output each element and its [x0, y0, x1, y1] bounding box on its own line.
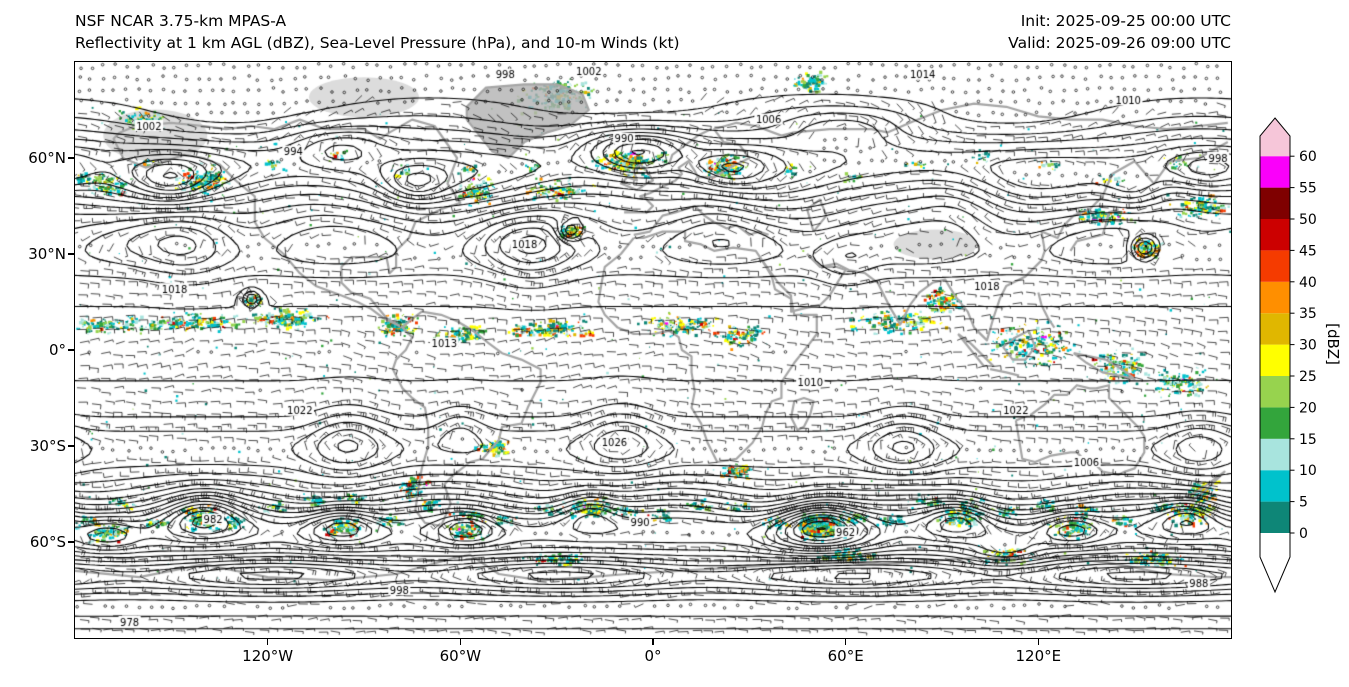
colorbar-segment — [1260, 438, 1290, 471]
colorbar-segment — [1260, 313, 1290, 345]
colorbar-tick-label: 25 — [1299, 369, 1317, 385]
lon-axis-tickmark — [266, 639, 269, 645]
lon-tick-label: 0° — [644, 647, 662, 665]
title-block: NSF NCAR 3.75-km MPAS-A Reflectivity at … — [75, 10, 680, 54]
lat-axis-tickmark — [68, 349, 74, 351]
lat-tick-label: 60°S — [29, 533, 66, 551]
colorbar-over-segment — [1260, 136, 1290, 157]
lon-axis-tickmark — [459, 639, 462, 645]
lat-axis-tickmark — [68, 157, 74, 159]
colorbar-segment — [1260, 501, 1290, 533]
colorbar-tick-label: 60 — [1299, 149, 1317, 165]
colorbar-tick-label: 0 — [1299, 526, 1308, 542]
colorbar-tick-label: 15 — [1299, 432, 1317, 448]
colorbar-segment — [1260, 407, 1290, 439]
colorbar-tick-label: 5 — [1299, 495, 1308, 511]
colorbar-segment — [1260, 470, 1290, 502]
valid-time: Valid: 2025-09-26 09:00 UTC — [1008, 34, 1231, 52]
colorbar-tick-label: 45 — [1299, 243, 1317, 259]
colorbar: 0 5 10 15 20 25 30 35 40 45 50 55 60 — [1259, 117, 1317, 594]
colorbar-segment — [1260, 156, 1290, 188]
colorbar-tick-label: 50 — [1299, 212, 1317, 228]
lat-axis-tickmark — [68, 445, 74, 447]
colorbar-segment — [1260, 219, 1290, 251]
colorbar-unit-label: [dBZ] — [1324, 323, 1342, 365]
map-canvas — [75, 62, 1231, 638]
lon-tick-label: 120°W — [242, 647, 294, 665]
init-time: Init: 2025-09-25 00:00 UTC — [1020, 12, 1231, 30]
colorbar-segment — [1260, 281, 1290, 314]
colorbar-tick-label: 20 — [1299, 400, 1317, 416]
lat-tick-label: 60°N — [28, 149, 66, 167]
map-frame — [74, 61, 1232, 639]
lat-tick-label: 30°S — [29, 437, 66, 455]
colorbar-under-arrow — [1260, 557, 1290, 592]
colorbar-tick-label: 40 — [1299, 275, 1317, 291]
lon-tick-label: 60°W — [439, 647, 482, 665]
colorbar-segment — [1260, 250, 1290, 282]
lat-tick-label: 0° — [48, 341, 66, 359]
time-block: Init: 2025-09-25 00:00 UTC Valid: 2025-0… — [1008, 10, 1231, 54]
colorbar-segment — [1260, 376, 1290, 408]
colorbar-under-segment — [1260, 533, 1290, 557]
fields-subtitle: Reflectivity at 1 km AGL (dBZ), Sea-Leve… — [75, 34, 680, 52]
colorbar-tick-label: 55 — [1299, 181, 1317, 197]
lat-axis-tickmark — [68, 253, 74, 255]
lon-tick-label: 120°E — [1015, 647, 1062, 665]
lon-axis-tickmark — [1037, 639, 1040, 645]
colorbar-segment — [1260, 344, 1290, 376]
lon-axis-tickmark — [652, 639, 654, 645]
colorbar-tick-label: 10 — [1299, 463, 1317, 479]
lon-axis-tickmark — [844, 639, 847, 645]
lon-tick-label: 60°E — [827, 647, 864, 665]
lat-tick-label: 30°N — [28, 245, 66, 263]
colorbar-tick-label: 30 — [1299, 338, 1317, 354]
lat-axis-tickmark — [68, 541, 74, 543]
model-title: NSF NCAR 3.75-km MPAS-A — [75, 12, 287, 30]
colorbar-segment — [1260, 187, 1290, 219]
colorbar-outline — [1259, 117, 1291, 594]
colorbar-tick-label: 35 — [1299, 306, 1317, 322]
colorbar-over-arrow — [1260, 118, 1290, 136]
